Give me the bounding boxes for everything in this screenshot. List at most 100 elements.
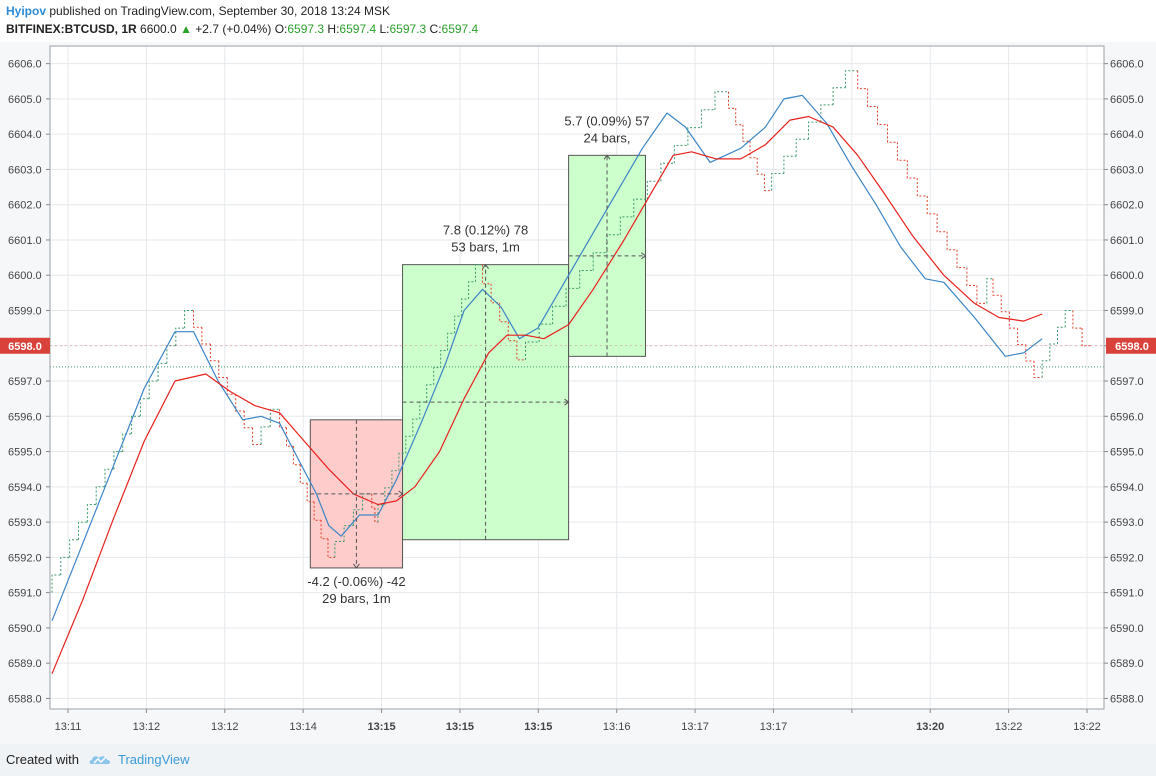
high-value: 6597.4 xyxy=(339,22,377,36)
low-label: L: xyxy=(379,22,390,36)
y-tick-label-right: 6599.0 xyxy=(1110,305,1144,317)
high-label: H: xyxy=(327,22,340,36)
y-tick-label-right: 6604.0 xyxy=(1110,129,1144,141)
ma-line-slow xyxy=(51,115,1043,674)
y-tick-label-right: 6590.0 xyxy=(1110,623,1144,635)
y-tick-label-left: 6597.0 xyxy=(8,376,42,388)
y-tick-label-right: 6589.0 xyxy=(1110,658,1144,670)
x-tick-label: 13:11 xyxy=(55,721,82,733)
measure-label-secondary: 29 bars, 1m xyxy=(322,591,391,606)
y-tick-label-right: 6595.0 xyxy=(1110,447,1144,459)
price-tag xyxy=(0,337,50,354)
renko-segment-down xyxy=(728,91,772,192)
measure-arrowhead xyxy=(353,563,360,569)
chart-footer: Created with TradingView xyxy=(0,744,1156,776)
price-chart[interactable]: -4.2 (-0.06%) -42 29 bars, 1m 7.8 (0.12%) … xyxy=(0,42,1156,744)
y-tick-label-left: 6601.0 xyxy=(8,235,42,247)
y-tick-label-left: 6599.0 xyxy=(8,305,42,317)
price-tag-label: 6598.0 xyxy=(1115,341,1149,353)
x-tick-label: 13:20 xyxy=(916,721,944,733)
close-value: 6597.4 xyxy=(441,22,479,36)
y-tick-label-left: 6603.0 xyxy=(8,164,42,176)
x-tick-label: 13:22 xyxy=(1073,721,1101,733)
publish-info: Hyipov published on TradingView.com, Sep… xyxy=(6,4,390,18)
open-label: O: xyxy=(274,22,288,36)
y-tick-label-left: 6591.0 xyxy=(8,588,42,600)
author-link[interactable]: Hyipov xyxy=(6,4,47,18)
measure-arrowhead xyxy=(398,490,404,498)
y-tick-label-left: 6605.0 xyxy=(8,94,42,106)
y-tick-label-right: 6593.0 xyxy=(1110,517,1144,529)
symbol-info: BITFINEX:BTCUSD, 1R 6600.0 ▲ +2.7 (+0.04… xyxy=(6,22,478,36)
plot-background xyxy=(50,46,1104,709)
x-tick-label: 13:12 xyxy=(133,721,161,733)
chart-grid xyxy=(50,46,1104,709)
y-tick-label-left: 6590.0 xyxy=(8,623,42,635)
y-tick-label-left: 6606.0 xyxy=(8,59,42,71)
measure-label-primary: -4.2 (-0.06%) -42 xyxy=(307,574,405,589)
x-tick-label: 13:22 xyxy=(995,721,1023,733)
x-tick-label: 13:12 xyxy=(211,721,239,733)
measure-overlay: -4.2 (-0.06%) -42 29 bars, 1m 7.8 (0.12%) … xyxy=(307,113,649,606)
price-change: +2.7 (+0.04%) xyxy=(195,22,272,36)
y-tick-label-left: 6592.0 xyxy=(8,552,42,564)
y-tick-label-left: 6595.0 xyxy=(8,447,42,459)
y-tick-label-right: 6596.0 xyxy=(1110,411,1144,423)
low-value: 6597.3 xyxy=(389,22,427,36)
renko-segment-down xyxy=(193,310,262,445)
close-label: C: xyxy=(429,22,442,36)
renko-segment-up xyxy=(771,70,858,191)
plot-border xyxy=(49,45,1105,710)
y-tick-label-right: 6591.0 xyxy=(1110,588,1144,600)
y-tick-label-right: 6592.0 xyxy=(1110,552,1144,564)
price-tag-label: 6598.0 xyxy=(8,341,42,353)
y-tick-label-left: 6596.0 xyxy=(8,411,42,423)
x-tick-label: 13:15 xyxy=(446,721,474,733)
symbol-name: BITFINEX:BTCUSD, 1R xyxy=(6,22,137,36)
renko-segment-down xyxy=(857,70,987,304)
measure-label-primary: 5.7 (0.09%) 57 xyxy=(564,113,649,128)
x-tick-label: 13:16 xyxy=(603,721,631,733)
price-tag xyxy=(1106,337,1156,354)
y-tick-label-right: 6601.0 xyxy=(1110,235,1144,247)
renko-segment-up xyxy=(1041,310,1073,378)
y-tick-label-right: 6602.0 xyxy=(1110,200,1144,212)
measure-label-secondary: 24 bars, xyxy=(584,130,631,145)
tradingview-cloud-icon xyxy=(89,756,111,764)
y-tick-label-left: 6604.0 xyxy=(8,129,42,141)
series-layer xyxy=(50,70,1104,674)
chart-header: Hyipov published on TradingView.com, Sep… xyxy=(0,0,1156,42)
ma-line-fast xyxy=(51,94,1043,622)
y-tick-label-right: 6605.0 xyxy=(1110,94,1144,106)
x-tick-label: 13:17 xyxy=(760,721,788,733)
y-tick-label-right: 6606.0 xyxy=(1110,59,1144,71)
x-tick-label: 13:15 xyxy=(524,721,552,733)
y-tick-label-right: 6600.0 xyxy=(1110,270,1144,282)
y-tick-label-left: 6602.0 xyxy=(8,200,42,212)
measure-label-primary: 7.8 (0.12%) 78 xyxy=(443,223,528,238)
up-arrow-icon: ▲ xyxy=(180,22,192,36)
y-tick-label-right: 6603.0 xyxy=(1110,164,1144,176)
chart-axes: 6588.0 6588.0 6589.0 6589.0 6590.0 6590.0 6591… xyxy=(0,45,1156,733)
measure-arrowhead xyxy=(603,154,611,160)
measure-arrowhead xyxy=(564,398,570,406)
measure-label-secondary: 53 bars, 1m xyxy=(451,240,520,255)
publish-text: published on TradingView.com, September … xyxy=(49,4,391,18)
tradingview-link[interactable]: TradingView xyxy=(118,752,190,767)
x-tick-label: 13:15 xyxy=(367,721,395,733)
x-tick-label: 13:14 xyxy=(289,721,317,733)
measure-arrowhead xyxy=(641,252,647,260)
open-value: 6597.3 xyxy=(287,22,325,36)
renko-segment-down xyxy=(371,493,378,523)
renko-segment-up xyxy=(986,278,993,304)
created-with-text: Created with xyxy=(6,752,79,767)
renko-segment-down xyxy=(992,278,1043,378)
y-tick-label-left: 6593.0 xyxy=(8,517,42,529)
measure-arrowhead xyxy=(482,263,489,269)
last-price: 6600.0 xyxy=(140,22,177,36)
y-tick-label-left: 6600.0 xyxy=(8,270,42,282)
y-tick-label-left: 6589.0 xyxy=(8,658,42,670)
renko-segment-up xyxy=(260,408,280,445)
y-tick-label-right: 6588.0 xyxy=(1110,693,1144,705)
x-tick-label: 13:17 xyxy=(681,721,709,733)
